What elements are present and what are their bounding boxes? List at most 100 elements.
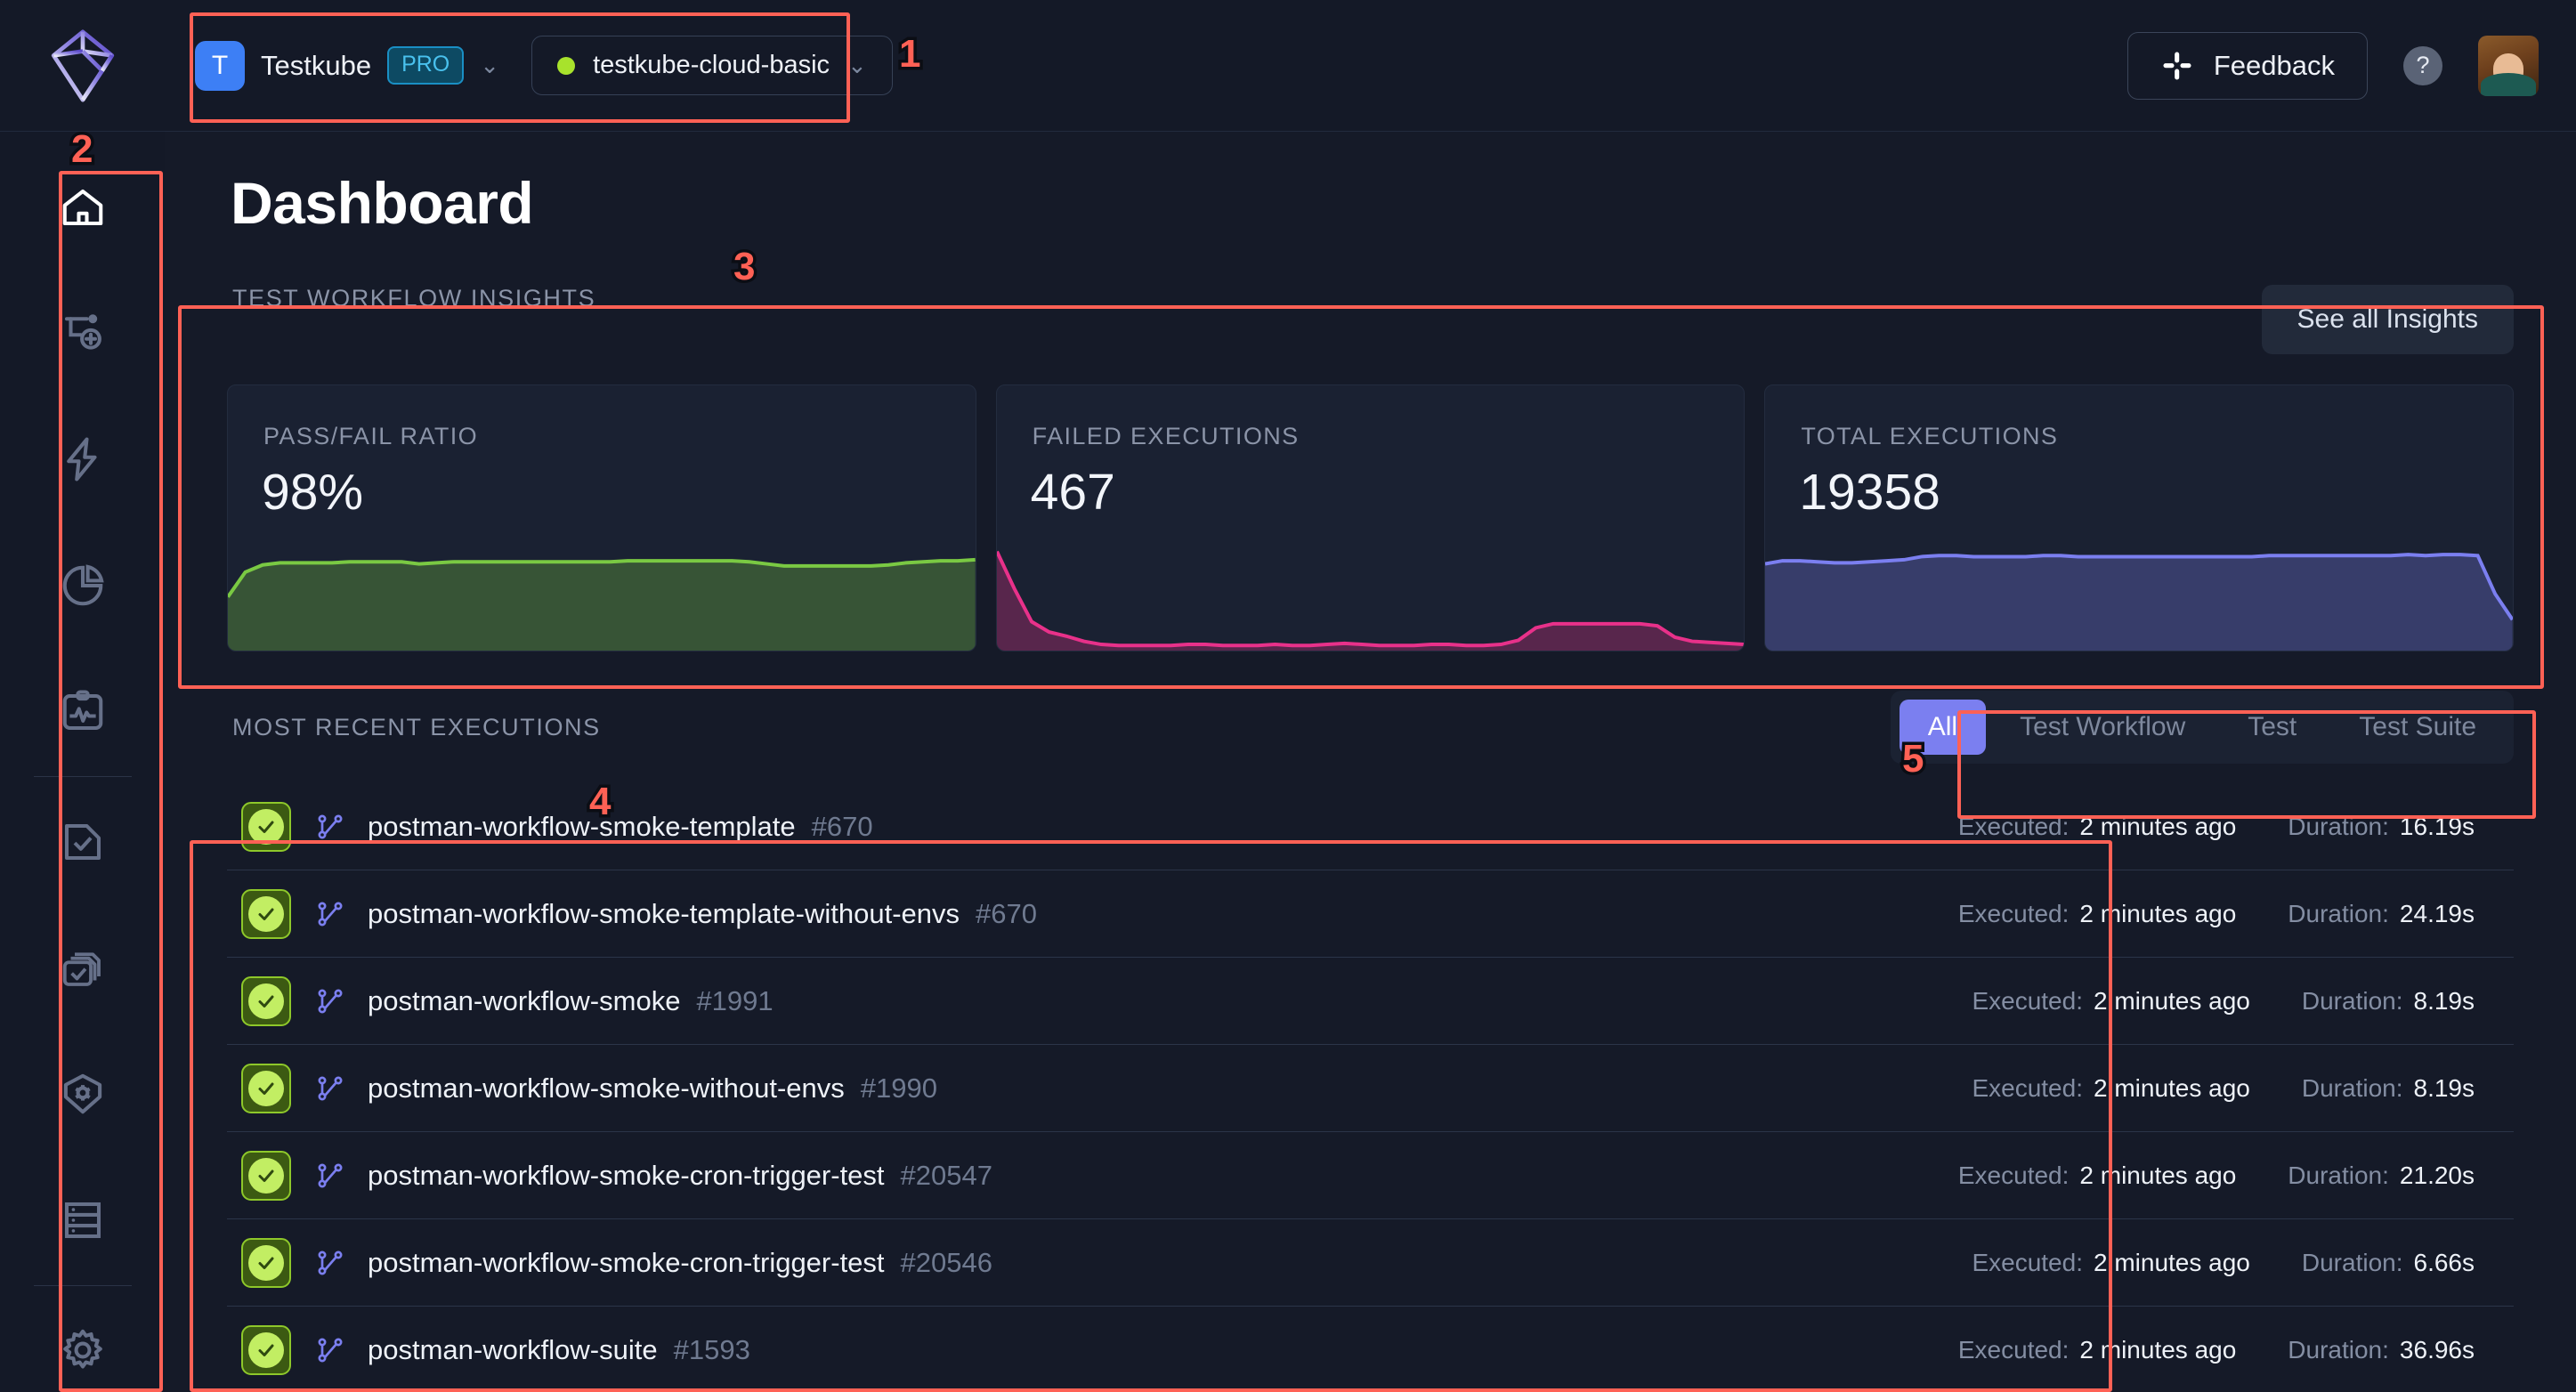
execution-meta: Executed: 2 minutes ago Duration: 8.19s <box>1972 987 2514 1016</box>
feedback-label: Feedback <box>2213 49 2335 81</box>
execution-row[interactable]: postman-workflow-smoke #1991 Executed: 2 mi… <box>227 958 2514 1045</box>
check-circle-icon <box>248 1157 284 1194</box>
insight-card-label: TOTAL EXECUTIONS <box>1801 423 2059 449</box>
execution-meta: Executed: 2 minutes ago Duration: 21.20s <box>1958 1161 2514 1190</box>
duration-meta: Duration: 8.19s <box>2302 1074 2475 1103</box>
check-circle-icon <box>248 1244 284 1281</box>
sidebar-item-triggers[interactable] <box>38 418 127 501</box>
executed-value: 2 minutes ago <box>2093 986 2250 1015</box>
insight-card[interactable]: FAILED EXECUTIONS 467 <box>995 384 1746 651</box>
filter-all[interactable]: All <box>1899 700 1987 755</box>
status-badge <box>241 1150 291 1201</box>
status-badge <box>241 1063 291 1113</box>
org-switcher[interactable]: T Testkube PRO ⌄ <box>195 40 499 91</box>
insights-section-label: TEST WORKFLOW INSIGHTS <box>232 285 596 312</box>
executed-value: 2 minutes ago <box>2079 899 2237 927</box>
executed-label: Executed: <box>1957 1161 2070 1189</box>
environment-selector[interactable]: testkube-cloud-basic ⌄ <box>531 36 893 95</box>
sidebar-item-security[interactable] <box>38 1053 127 1136</box>
sidebar-item-resources[interactable] <box>38 1179 127 1262</box>
execution-meta: Executed: 2 minutes ago Duration: 24.19s <box>1958 900 2514 928</box>
workflow-icon <box>314 985 346 1017</box>
duration-label: Duration: <box>2288 812 2389 840</box>
execution-number: #1593 <box>673 1333 750 1365</box>
org-name: Testkube <box>261 49 372 81</box>
feedback-button[interactable]: Feedback <box>2126 31 2368 100</box>
duration-label: Duration: <box>2288 899 2389 927</box>
org-avatar: T <box>195 40 245 91</box>
execution-row[interactable]: postman-workflow-smoke-template #670 Execu… <box>227 783 2514 870</box>
help-icon[interactable]: ? <box>2403 45 2442 85</box>
insight-card-label: FAILED EXECUTIONS <box>1032 423 1300 449</box>
filter-test[interactable]: Test <box>2248 712 2297 741</box>
sidebar-item-create-workflow[interactable] <box>38 292 127 375</box>
execution-row[interactable]: postman-workflow-smoke-cron-trigger-test… <box>227 1219 2514 1307</box>
executed-meta: Executed: 2 minutes ago <box>1958 900 2236 928</box>
sidebar-item-test-suites[interactable] <box>38 927 127 1009</box>
execution-row[interactable]: postman-workflow-smoke-without-envs #1990… <box>227 1045 2514 1132</box>
duration-label: Duration: <box>2288 1161 2389 1189</box>
plan-badge: PRO <box>387 46 465 85</box>
executed-label: Executed: <box>1972 986 2083 1015</box>
execution-type-filter: All Test Workflow Test Test Suite <box>1890 691 2514 764</box>
check-circle-icon <box>248 983 284 1019</box>
executed-value: 2 minutes ago <box>2093 1248 2250 1276</box>
duration-value: 21.20s <box>2399 1161 2475 1189</box>
pie-chart-icon <box>62 564 104 606</box>
sparkline-chart <box>996 547 1745 651</box>
insight-card[interactable]: TOTAL EXECUTIONS 19358 <box>1764 384 2515 651</box>
insight-card-value: 98% <box>262 464 364 521</box>
shield-gear-icon <box>63 1074 101 1114</box>
executed-label: Executed: <box>1972 1248 2083 1276</box>
executed-meta: Executed: 2 minutes ago <box>1972 987 2249 1016</box>
executed-value: 2 minutes ago <box>2079 1335 2237 1364</box>
executed-label: Executed: <box>1957 1335 2070 1364</box>
status-dot-icon <box>557 56 576 75</box>
sidebar-item-settings[interactable] <box>38 1309 127 1392</box>
duration-value: 36.96s <box>2399 1335 2475 1364</box>
chevron-down-icon: ⌄ <box>847 52 867 78</box>
duration-meta: Duration: 21.20s <box>2288 1161 2475 1190</box>
insight-card-value: 19358 <box>1799 464 1940 521</box>
sidebar-item-insights[interactable] <box>38 544 127 627</box>
status-badge <box>241 1237 291 1288</box>
sidebar-nav <box>0 132 165 1392</box>
sidebar-item-status-monitor[interactable] <box>38 670 127 753</box>
user-avatar[interactable] <box>2478 35 2539 96</box>
executed-label: Executed: <box>1972 1073 2083 1102</box>
duration-value: 8.19s <box>2413 986 2475 1015</box>
insight-cards: PASS/FAIL RATIO 98% FAILED EXECUTIONS 467 TO… <box>227 384 2515 651</box>
duration-label: Duration: <box>2301 986 2403 1015</box>
sidebar-item-home[interactable] <box>38 166 127 248</box>
recent-section-label: MOST RECENT EXECUTIONS <box>232 713 601 741</box>
execution-name: postman-workflow-smoke <box>368 984 681 1016</box>
executed-meta: Executed: 2 minutes ago <box>1972 1074 2249 1103</box>
execution-row[interactable]: postman-workflow-smoke-template-without-… <box>227 870 2514 958</box>
workflow-icon <box>314 1160 346 1192</box>
executions-list: postman-workflow-smoke-template #670 Execu… <box>227 783 2514 1392</box>
workflow-icon <box>314 1072 346 1105</box>
sidebar-item-tests[interactable] <box>38 800 127 883</box>
filter-test-suite[interactable]: Test Suite <box>2359 712 2476 741</box>
lightning-bolt-icon <box>66 437 97 482</box>
filter-test-workflow[interactable]: Test Workflow <box>2020 712 2186 741</box>
duration-value: 8.19s <box>2413 1073 2475 1102</box>
executed-label: Executed: <box>1957 899 2070 927</box>
test-file-check-icon <box>64 823 101 860</box>
execution-number: #1991 <box>696 984 774 1016</box>
insight-card[interactable]: PASS/FAIL RATIO 98% <box>227 384 976 651</box>
see-all-insights-button[interactable]: See all Insights <box>2261 285 2514 354</box>
status-badge <box>241 1324 291 1375</box>
page-title: Dashboard <box>231 170 534 236</box>
executed-label: Executed: <box>1957 812 2070 840</box>
executed-value: 2 minutes ago <box>2079 1161 2237 1189</box>
execution-row[interactable]: postman-workflow-suite #1593 Executed: 2 mi… <box>227 1307 2514 1392</box>
top-bar: T Testkube PRO ⌄ testkube-cloud-basic ⌄ <box>0 0 2576 132</box>
execution-meta: Executed: 2 minutes ago Duration: 8.19s <box>1972 1074 2514 1103</box>
duration-label: Duration: <box>2301 1248 2403 1276</box>
execution-row[interactable]: postman-workflow-smoke-cron-trigger-test… <box>227 1132 2514 1219</box>
duration-meta: Duration: 36.96s <box>2288 1336 2475 1364</box>
app-logo[interactable] <box>0 28 165 104</box>
insight-card-value: 467 <box>1030 464 1115 521</box>
duration-value: 6.66s <box>2413 1248 2475 1276</box>
